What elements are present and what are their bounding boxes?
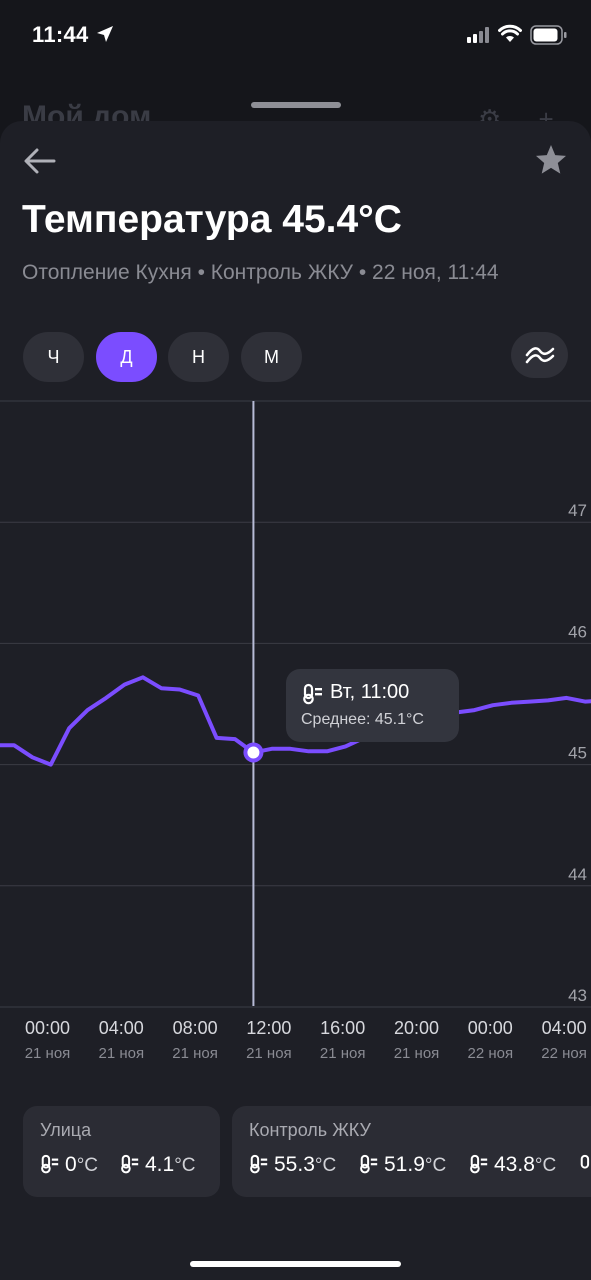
reading: 43.8°C <box>469 1153 556 1177</box>
reading-value: 55.3 <box>274 1153 315 1176</box>
x-tick-label: 20:00 21 ноя <box>377 1018 457 1062</box>
reading: 0°C <box>40 1153 98 1177</box>
x-tick-time: 04:00 <box>81 1018 161 1039</box>
reading-value: 51.9 <box>384 1153 425 1176</box>
y-tick-label: 43 <box>568 986 587 1005</box>
reading-value: 4.1 <box>145 1153 174 1176</box>
x-tick-date: 21 ноя <box>229 1045 309 1062</box>
card-title: Улица <box>40 1120 91 1141</box>
reading-value: 43.8 <box>494 1153 535 1176</box>
card-title: Контроль ЖКУ <box>249 1120 371 1141</box>
y-tick-label: 45 <box>568 744 587 763</box>
reading-partial <box>579 1153 591 1177</box>
reading: 4.1°C <box>120 1153 196 1177</box>
x-tick-time: 00:00 <box>450 1018 530 1039</box>
x-tick-time: 00:00 <box>8 1018 88 1039</box>
reading-value: 0 <box>65 1153 77 1176</box>
reading-unit: °C <box>425 1155 446 1176</box>
reading-unit: °C <box>174 1155 195 1176</box>
x-tick-label: 00:00 21 ноя <box>8 1018 88 1062</box>
temperature-chart[interactable]: 47 46 45 44 43 <box>0 0 591 1010</box>
chart-tooltip: Вт, 11:00 Среднее: 45.1°C <box>286 669 459 742</box>
selected-point-center <box>247 746 259 758</box>
x-tick-date: 22 ноя <box>524 1045 591 1062</box>
x-tick-label: 16:00 21 ноя <box>303 1018 383 1062</box>
x-tick-label: 04:00 22 ноя <box>524 1018 591 1062</box>
x-tick-label: 08:00 21 ноя <box>155 1018 235 1062</box>
home-indicator[interactable] <box>190 1261 401 1267</box>
reading: 51.9°C <box>359 1153 446 1177</box>
x-tick-date: 21 ноя <box>155 1045 235 1062</box>
thermometer-icon <box>469 1154 489 1174</box>
x-tick-date: 21 ноя <box>8 1045 88 1062</box>
reading-unit: °C <box>535 1155 556 1176</box>
thermometer-icon <box>120 1154 140 1174</box>
sensor-card-utility-control[interactable]: Контроль ЖКУ 55.3°C 51.9°C 43.8°C <box>232 1106 591 1197</box>
x-tick-time: 20:00 <box>377 1018 457 1039</box>
x-axis-labels: 00:00 21 ноя 04:00 21 ноя 08:00 21 ноя 12:00 21… <box>0 1018 591 1078</box>
x-tick-date: 21 ноя <box>303 1045 383 1062</box>
x-tick-label: 00:00 22 ноя <box>450 1018 530 1062</box>
reading: 55.3°C <box>249 1153 336 1177</box>
x-tick-label: 12:00 21 ноя <box>229 1018 309 1062</box>
thermometer-icon <box>302 683 324 705</box>
y-tick-label: 47 <box>568 501 587 520</box>
x-tick-time: 12:00 <box>229 1018 309 1039</box>
y-tick-label: 44 <box>568 865 587 884</box>
reading-unit: °C <box>315 1155 336 1176</box>
x-tick-time: 04:00 <box>524 1018 591 1039</box>
thermometer-icon <box>249 1154 269 1174</box>
thermometer-icon <box>40 1154 60 1174</box>
tooltip-title: Вт, 11:00 <box>330 681 409 704</box>
x-tick-date: 21 ноя <box>81 1045 161 1062</box>
x-tick-date: 22 ноя <box>450 1045 530 1062</box>
y-tick-label: 46 <box>568 622 587 641</box>
x-tick-time: 16:00 <box>303 1018 383 1039</box>
thermometer-icon <box>359 1154 379 1174</box>
sensor-card-street[interactable]: Улица 0°C 4.1°C <box>23 1106 220 1197</box>
x-tick-date: 21 ноя <box>377 1045 457 1062</box>
x-tick-time: 08:00 <box>155 1018 235 1039</box>
thermometer-icon <box>579 1154 591 1174</box>
reading-unit: °C <box>77 1155 98 1176</box>
x-tick-label: 04:00 21 ноя <box>81 1018 161 1062</box>
tooltip-average: Среднее: 45.1°C <box>301 711 424 729</box>
